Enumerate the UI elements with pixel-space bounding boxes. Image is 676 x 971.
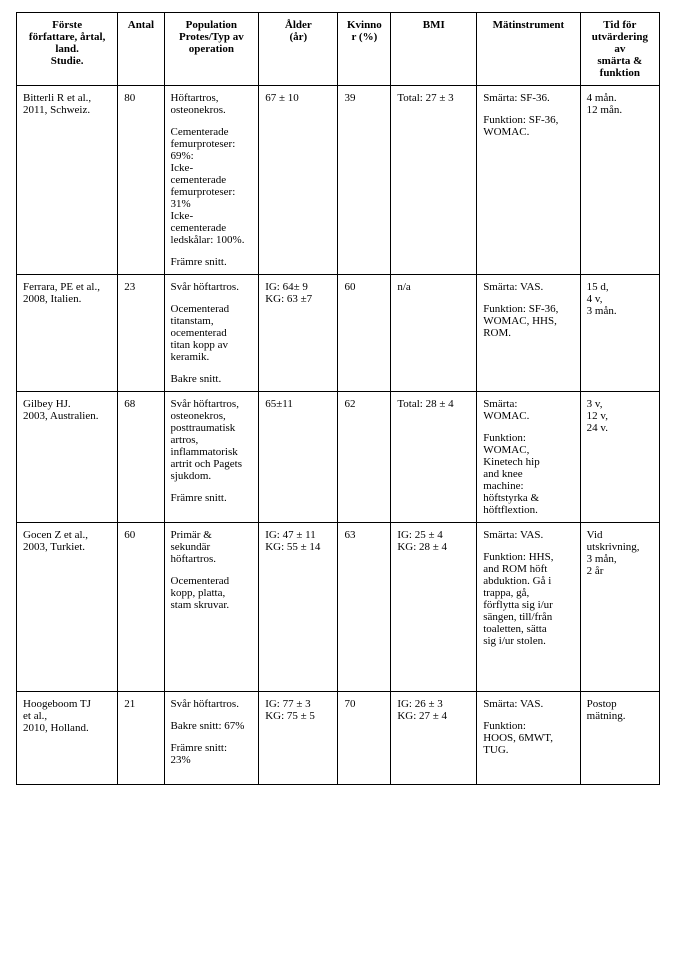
table-row: Hoogeboom TJet al.,2010, Holland. 21Svår… (17, 692, 660, 785)
cell-alder: IG: 64± 9KG: 63 ±7 (259, 275, 338, 392)
col-alder: Ålder(år) (259, 13, 338, 86)
cell-antal: 60 (118, 523, 164, 692)
cell-population: Primär &sekundärhöftartros.Ocementeradko… (164, 523, 259, 692)
cell-alder: 67 ± 10 (259, 86, 338, 275)
cell-bmi: n/a (391, 275, 477, 392)
cell-tid: 4 mån.12 mån. (580, 86, 659, 275)
col-antal: Antal (118, 13, 164, 86)
cell-antal: 68 (118, 392, 164, 523)
cell-author: Gilbey HJ.2003, Australien. (17, 392, 118, 523)
col-matinstrument: Mätinstrument (477, 13, 580, 86)
cell-tid: Postopmätning. (580, 692, 659, 785)
cell-population: Höftartros,osteonekros.Cementeradefemurp… (164, 86, 259, 275)
cell-kvinnor: 62 (338, 392, 391, 523)
table-body: Bitterli R et al.,2011, Schweiz.80Höftar… (17, 86, 660, 785)
study-table: Försteförfattare, årtal,land.Studie.Anta… (16, 12, 660, 785)
col-author: Försteförfattare, årtal,land.Studie. (17, 13, 118, 86)
col-tid: Tid förutvärderingavsmärta &funktion (580, 13, 659, 86)
cell-bmi: IG: 26 ± 3KG: 27 ± 4 (391, 692, 477, 785)
cell-bmi: IG: 25 ± 4KG: 28 ± 4 (391, 523, 477, 692)
cell-kvinnor: 70 (338, 692, 391, 785)
cell-kvinnor: 39 (338, 86, 391, 275)
col-population: PopulationProtes/Typ avoperation (164, 13, 259, 86)
cell-bmi: Total: 27 ± 3 (391, 86, 477, 275)
cell-population: Svår höftartros,osteonekros,posttraumati… (164, 392, 259, 523)
cell-matinstrument: Smärta: SF-36.Funktion: SF-36,WOMAC. (477, 86, 580, 275)
cell-kvinnor: 63 (338, 523, 391, 692)
cell-alder: IG: 47 ± 11KG: 55 ± 14 (259, 523, 338, 692)
cell-antal: 80 (118, 86, 164, 275)
col-bmi: BMI (391, 13, 477, 86)
cell-matinstrument: Smärta: VAS.Funktion: HHS,and ROM höftab… (477, 523, 580, 692)
cell-tid: 15 d,4 v,3 mån. (580, 275, 659, 392)
table-row: Bitterli R et al.,2011, Schweiz.80Höftar… (17, 86, 660, 275)
cell-author: Hoogeboom TJet al.,2010, Holland. (17, 692, 118, 785)
cell-antal: 21 (118, 692, 164, 785)
cell-author: Ferrara, PE et al.,2008, Italien. (17, 275, 118, 392)
cell-bmi: Total: 28 ± 4 (391, 392, 477, 523)
cell-kvinnor: 60 (338, 275, 391, 392)
table-row: Ferrara, PE et al.,2008, Italien.23Svår … (17, 275, 660, 392)
cell-author: Bitterli R et al.,2011, Schweiz. (17, 86, 118, 275)
table-row: Gilbey HJ.2003, Australien.68Svår höftar… (17, 392, 660, 523)
cell-population: Svår höftartros.Ocementeradtitanstam,oce… (164, 275, 259, 392)
cell-alder: 65±11 (259, 392, 338, 523)
cell-matinstrument: Smärta: VAS.Funktion: SF-36,WOMAC, HHS,R… (477, 275, 580, 392)
cell-tid: 3 v,12 v,24 v. (580, 392, 659, 523)
cell-antal: 23 (118, 275, 164, 392)
col-kvinnor: Kvinnor (%) (338, 13, 391, 86)
cell-alder: IG: 77 ± 3KG: 75 ± 5 (259, 692, 338, 785)
cell-population: Svår höftartros.Bakre snitt: 67%Främre s… (164, 692, 259, 785)
table-row: Gocen Z et al.,2003, Turkiet. 60Primär &… (17, 523, 660, 692)
table-head: Försteförfattare, årtal,land.Studie.Anta… (17, 13, 660, 86)
cell-matinstrument: Smärta: VAS.Funktion:HOOS, 6MWT,TUG. (477, 692, 580, 785)
cell-matinstrument: Smärta:WOMAC.Funktion:WOMAC,Kinetech hip… (477, 392, 580, 523)
cell-tid: Vidutskrivning,3 mån,2 år (580, 523, 659, 692)
cell-author: Gocen Z et al.,2003, Turkiet. (17, 523, 118, 692)
